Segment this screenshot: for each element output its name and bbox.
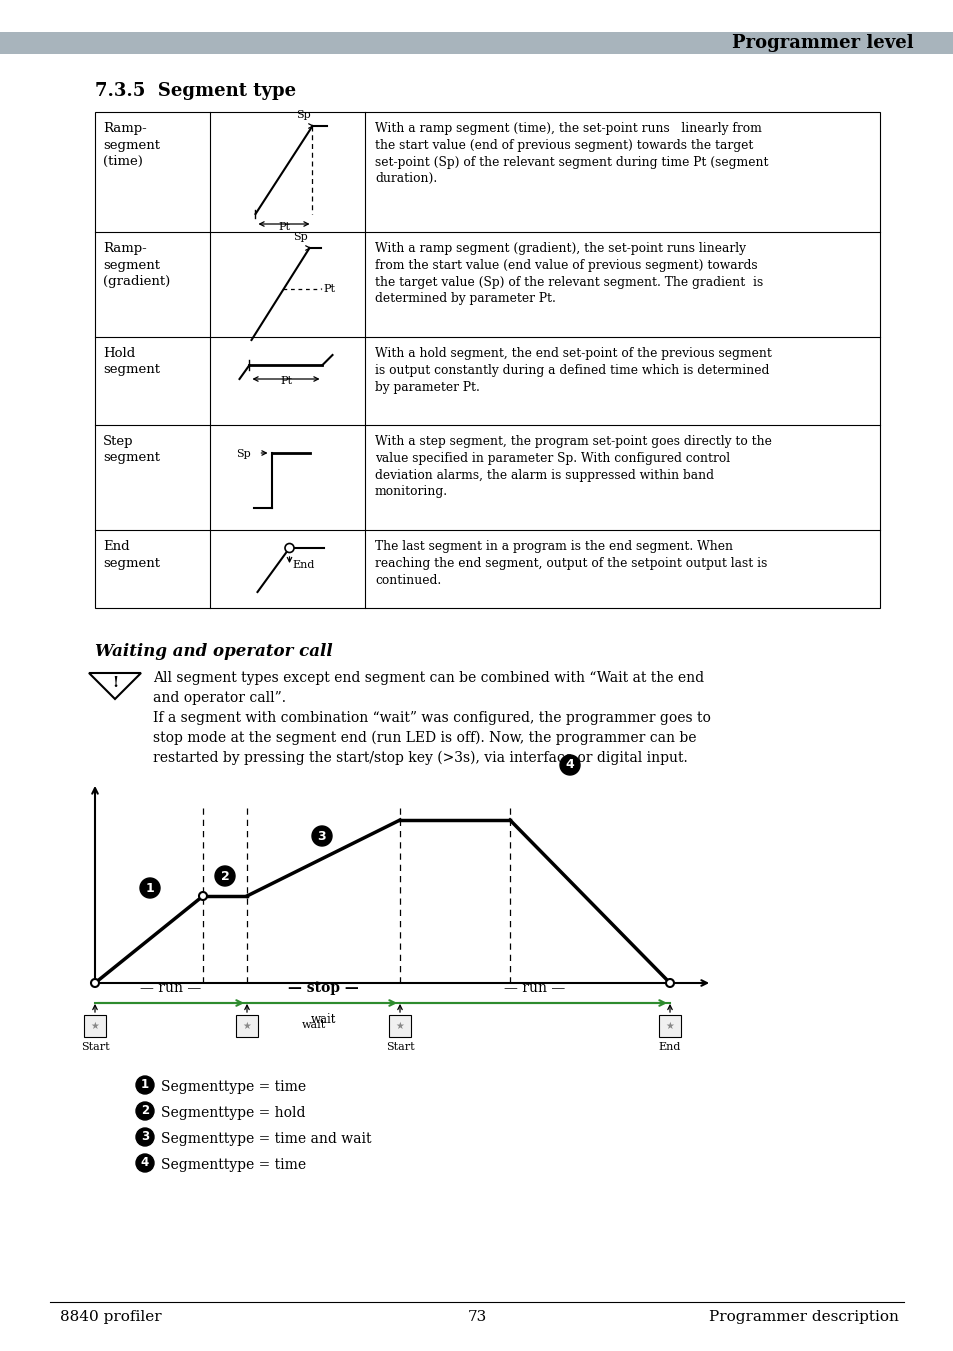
Text: Pt: Pt	[277, 222, 290, 232]
Text: With a step segment, the program set-point goes directly to the
value specified : With a step segment, the program set-poi…	[375, 435, 771, 499]
Circle shape	[136, 1154, 153, 1173]
Text: Waiting and operator call: Waiting and operator call	[95, 643, 333, 661]
Text: 3: 3	[317, 830, 326, 843]
Text: Segmenttype = time and wait: Segmenttype = time and wait	[161, 1132, 371, 1146]
Text: 73: 73	[467, 1310, 486, 1324]
Bar	[95, 112, 879, 608]
Text: ★: ★	[395, 1021, 404, 1031]
Text: Sp: Sp	[293, 232, 307, 242]
Circle shape	[136, 1128, 153, 1146]
Text: 1: 1	[146, 881, 154, 894]
Text: End: End	[659, 1042, 680, 1052]
Text: 7.3.5  Segment type: 7.3.5 Segment type	[95, 82, 295, 100]
Text: wait: wait	[301, 1020, 325, 1029]
Text: Ramp-
segment
(gradient): Ramp- segment (gradient)	[103, 242, 170, 288]
Text: Sp: Sp	[235, 449, 251, 459]
Text: Segmenttype = time: Segmenttype = time	[161, 1079, 306, 1094]
Bar	[659, 1015, 680, 1038]
Bar	[389, 1015, 411, 1038]
Text: !: !	[112, 676, 118, 690]
Text: — run —: — run —	[140, 981, 201, 994]
Text: 2: 2	[141, 1105, 149, 1117]
Text: Sp: Sp	[295, 109, 310, 120]
Text: wait: wait	[311, 1013, 335, 1025]
Circle shape	[214, 866, 234, 886]
Text: ★: ★	[665, 1021, 674, 1031]
Text: and operator call”.: and operator call”.	[152, 690, 286, 705]
Circle shape	[136, 1102, 153, 1120]
Text: All segment types except end segment can be combined with “Wait at the end: All segment types except end segment can…	[152, 671, 703, 685]
Text: restarted by pressing the start/stop key (>3s), via interface or digital input.: restarted by pressing the start/stop key…	[152, 751, 687, 766]
Text: Programmer level: Programmer level	[732, 34, 913, 51]
Bar	[235, 1015, 257, 1038]
Text: 4: 4	[565, 758, 574, 771]
Polygon shape	[89, 673, 141, 698]
Circle shape	[199, 892, 207, 900]
Text: — run —: — run —	[504, 981, 565, 994]
Text: The last segment in a program is the end segment. When
reaching the end segment,: The last segment in a program is the end…	[375, 540, 766, 586]
Circle shape	[312, 825, 332, 846]
Text: 1: 1	[141, 1078, 149, 1092]
Text: stop mode at the segment end (run LED is off). Now, the programmer can be: stop mode at the segment end (run LED is…	[152, 731, 696, 746]
Text: If a segment with combination “wait” was configured, the programmer goes to: If a segment with combination “wait” was…	[152, 711, 710, 725]
Text: Ramp-
segment
(time): Ramp- segment (time)	[103, 122, 160, 168]
Circle shape	[559, 755, 579, 775]
Circle shape	[140, 878, 160, 898]
Text: With a ramp segment (gradient), the set-point runs linearly
from the start value: With a ramp segment (gradient), the set-…	[375, 242, 762, 305]
Circle shape	[285, 543, 294, 553]
Text: 8840 profiler: 8840 profiler	[60, 1310, 161, 1324]
Text: Segmenttype = time: Segmenttype = time	[161, 1158, 306, 1173]
Text: Start: Start	[385, 1042, 414, 1052]
Circle shape	[665, 979, 673, 988]
Bar	[84, 1015, 106, 1038]
Text: Pt: Pt	[323, 285, 335, 295]
Circle shape	[91, 979, 99, 988]
Text: End: End	[293, 561, 314, 570]
Text: ★: ★	[242, 1021, 251, 1031]
Bar	[0, 32, 953, 54]
Text: Programmer description: Programmer description	[708, 1310, 898, 1324]
Text: With a ramp segment (time), the set-point runs   linearly from
the start value (: With a ramp segment (time), the set-poin…	[375, 122, 768, 185]
Text: ★: ★	[91, 1021, 99, 1031]
Text: Start: Start	[81, 1042, 110, 1052]
Text: — stop —: — stop —	[288, 981, 358, 994]
Text: Step
segment: Step segment	[103, 435, 160, 465]
Text: 4: 4	[141, 1156, 149, 1170]
Text: Segmenttype = hold: Segmenttype = hold	[161, 1106, 305, 1120]
Text: 3: 3	[141, 1131, 149, 1143]
Text: End
segment: End segment	[103, 540, 160, 570]
Text: With a hold segment, the end set-point of the previous segment
is output constan: With a hold segment, the end set-point o…	[375, 347, 771, 393]
Circle shape	[136, 1075, 153, 1094]
Text: 2: 2	[220, 870, 229, 882]
Text: Pt: Pt	[280, 376, 292, 386]
Text: Hold
segment: Hold segment	[103, 347, 160, 377]
